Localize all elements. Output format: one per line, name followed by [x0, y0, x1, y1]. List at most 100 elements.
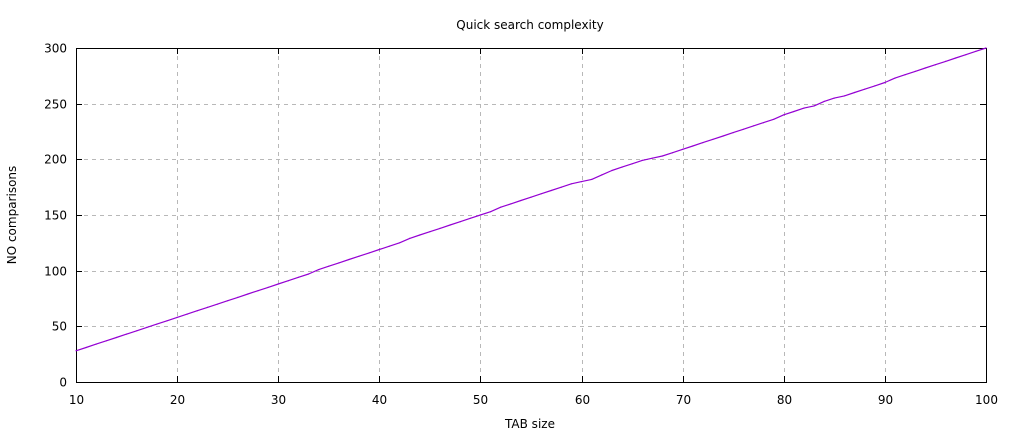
data-point — [287, 280, 289, 282]
data-point — [500, 206, 502, 208]
x-tick-label: 10 — [69, 393, 84, 407]
x-tick-labels: 10 20 30 40 50 60 70 80 90 100 — [69, 393, 998, 407]
data-point — [530, 196, 532, 198]
y-axis-label: NO comparisons — [5, 166, 19, 265]
x-tick-label: 40 — [372, 393, 387, 407]
data-point — [833, 97, 835, 99]
data-point — [803, 107, 805, 109]
x-tick-label: 70 — [676, 393, 691, 407]
grid — [76, 48, 986, 382]
x-tick-label: 90 — [878, 393, 893, 407]
data-point — [763, 122, 765, 124]
data-point — [661, 155, 664, 157]
data-point — [672, 152, 674, 154]
data-point — [793, 110, 795, 113]
data-point — [318, 269, 320, 271]
data-point — [338, 262, 340, 264]
data-point — [176, 316, 178, 318]
data-point — [409, 237, 411, 239]
data-point — [105, 340, 107, 342]
data-point — [611, 169, 613, 172]
data-point — [874, 85, 876, 87]
data-point — [560, 186, 562, 188]
data-point — [449, 224, 451, 226]
data-point — [550, 189, 552, 192]
data-point — [237, 296, 239, 298]
data-point — [934, 64, 937, 66]
data-point — [217, 303, 219, 305]
data-point — [297, 276, 299, 278]
data-point — [156, 323, 158, 325]
data-point — [581, 181, 583, 183]
x-tick-label: 80 — [777, 393, 792, 407]
y-tick-label: 150 — [44, 209, 67, 223]
chart-title: Quick search complexity — [456, 18, 603, 32]
data-point — [945, 60, 947, 63]
series-line — [75, 47, 987, 352]
y-tick-label: 0 — [59, 376, 67, 390]
data-point — [621, 166, 623, 168]
data-point — [348, 258, 350, 261]
data-point — [975, 50, 977, 52]
data-point — [752, 125, 755, 127]
data-point — [702, 142, 704, 144]
data-point — [570, 183, 573, 185]
data-point — [419, 234, 421, 236]
data-point — [722, 135, 724, 137]
data-point — [388, 245, 390, 247]
data-point — [641, 159, 643, 161]
data-point — [651, 157, 653, 159]
data-point — [308, 273, 310, 275]
data-point — [469, 217, 471, 219]
x-tick-label: 50 — [473, 393, 488, 407]
data-point — [257, 290, 259, 292]
axis-ticks — [76, 48, 987, 383]
series — [75, 47, 987, 352]
data-point — [591, 178, 593, 180]
data-point — [267, 286, 269, 288]
data-point — [429, 231, 431, 233]
x-tick-label: 60 — [575, 393, 590, 407]
data-point — [166, 320, 168, 322]
data-point — [742, 128, 744, 130]
x-tick-label: 100 — [975, 393, 998, 407]
data-point — [601, 174, 603, 176]
data-point — [439, 227, 441, 229]
data-point — [692, 145, 694, 147]
data-point — [773, 118, 775, 120]
data-point — [479, 214, 481, 216]
data-point — [358, 255, 360, 257]
data-point — [712, 138, 714, 140]
data-point — [206, 306, 208, 308]
data-point — [894, 77, 896, 79]
data-point — [843, 95, 846, 97]
y-tick-label: 300 — [44, 42, 67, 56]
data-point — [136, 330, 138, 332]
data-point — [884, 81, 886, 84]
data-point — [864, 88, 866, 90]
data-point — [399, 242, 401, 244]
data-point — [955, 57, 957, 59]
data-point — [227, 300, 229, 302]
y-tick-labels: 0 50 100 150 200 250 300 — [44, 42, 67, 390]
data-point — [196, 310, 198, 312]
data-point — [328, 265, 330, 267]
data-point — [186, 313, 188, 315]
data-point — [914, 70, 916, 72]
data-point — [520, 199, 522, 202]
data-point — [510, 203, 512, 205]
data-point — [904, 74, 906, 76]
y-tick-label: 250 — [44, 98, 67, 112]
data-point — [95, 343, 97, 345]
x-axis-label: TAB size — [504, 417, 555, 431]
data-point — [126, 333, 128, 335]
data-point — [854, 91, 856, 94]
y-tick-label: 50 — [52, 320, 67, 334]
data-point — [813, 105, 815, 107]
data-point — [75, 350, 77, 352]
x-tick-label: 30 — [271, 393, 286, 407]
data-point — [965, 54, 967, 56]
y-tick-label: 200 — [44, 153, 67, 167]
x-tick-label: 20 — [170, 393, 185, 407]
